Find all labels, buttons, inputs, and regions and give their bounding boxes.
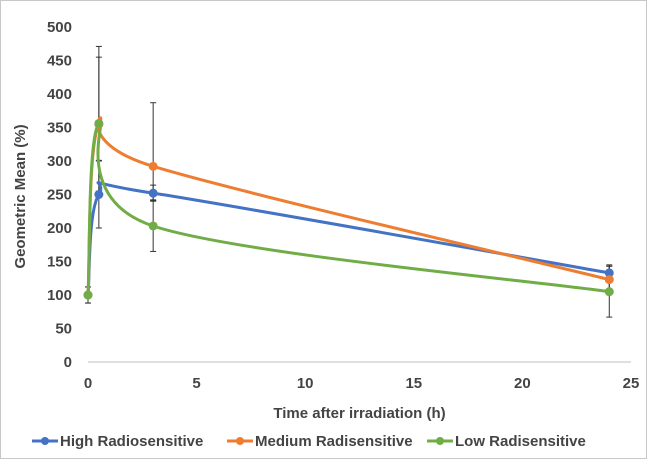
data-point <box>94 190 104 199</box>
x-tick-label: 10 <box>297 375 314 392</box>
x-tick-label: 0 <box>84 375 92 392</box>
x-tick-label: 5 <box>192 375 200 392</box>
legend-label: High Radiosensitive <box>60 433 203 450</box>
error-bars <box>85 45 613 318</box>
legend-marker <box>41 437 49 445</box>
data-point <box>148 161 158 171</box>
legend: High Radiosensitive Medium Radisensitive L… <box>32 433 586 450</box>
y-tick-label: 200 <box>47 220 72 237</box>
tick-labels: 0 50 100 150 200 250 300 350 400 450 500 0 5 10 15 20 25 <box>47 19 639 392</box>
x-tick-label: 20 <box>514 375 531 392</box>
data-point <box>604 287 614 297</box>
series-line <box>86 181 610 296</box>
data-points <box>83 118 614 300</box>
y-tick-label: 350 <box>47 120 72 137</box>
y-tick-label: 150 <box>47 254 72 271</box>
data-point <box>94 118 104 128</box>
series-line <box>86 116 610 296</box>
y-tick-label: 250 <box>47 187 72 204</box>
y-tick-label: 500 <box>47 19 72 36</box>
data-point <box>604 275 614 285</box>
series-line <box>86 120 610 296</box>
legend-label: Low Radisensitive <box>455 433 586 450</box>
legend-marker <box>236 437 244 445</box>
y-tick-label: 0 <box>64 354 72 371</box>
y-tick-label: 50 <box>55 321 72 338</box>
data-point <box>148 221 158 231</box>
data-point <box>148 188 158 198</box>
y-tick-label: 400 <box>47 86 72 103</box>
y-tick-label: 100 <box>47 287 72 304</box>
data-point <box>83 290 93 300</box>
x-tick-label: 15 <box>405 375 422 392</box>
y-tick-label: 300 <box>47 153 72 170</box>
series-lines <box>86 116 610 296</box>
legend-label: Medium Radisensitive <box>255 433 413 450</box>
x-tick-label: 25 <box>623 375 640 392</box>
legend-marker <box>436 437 444 445</box>
y-axis-title: Geometric Mean (%) <box>12 124 29 268</box>
y-tick-label: 450 <box>47 53 72 70</box>
x-axis-title: Time after irradiation (h) <box>273 405 445 422</box>
